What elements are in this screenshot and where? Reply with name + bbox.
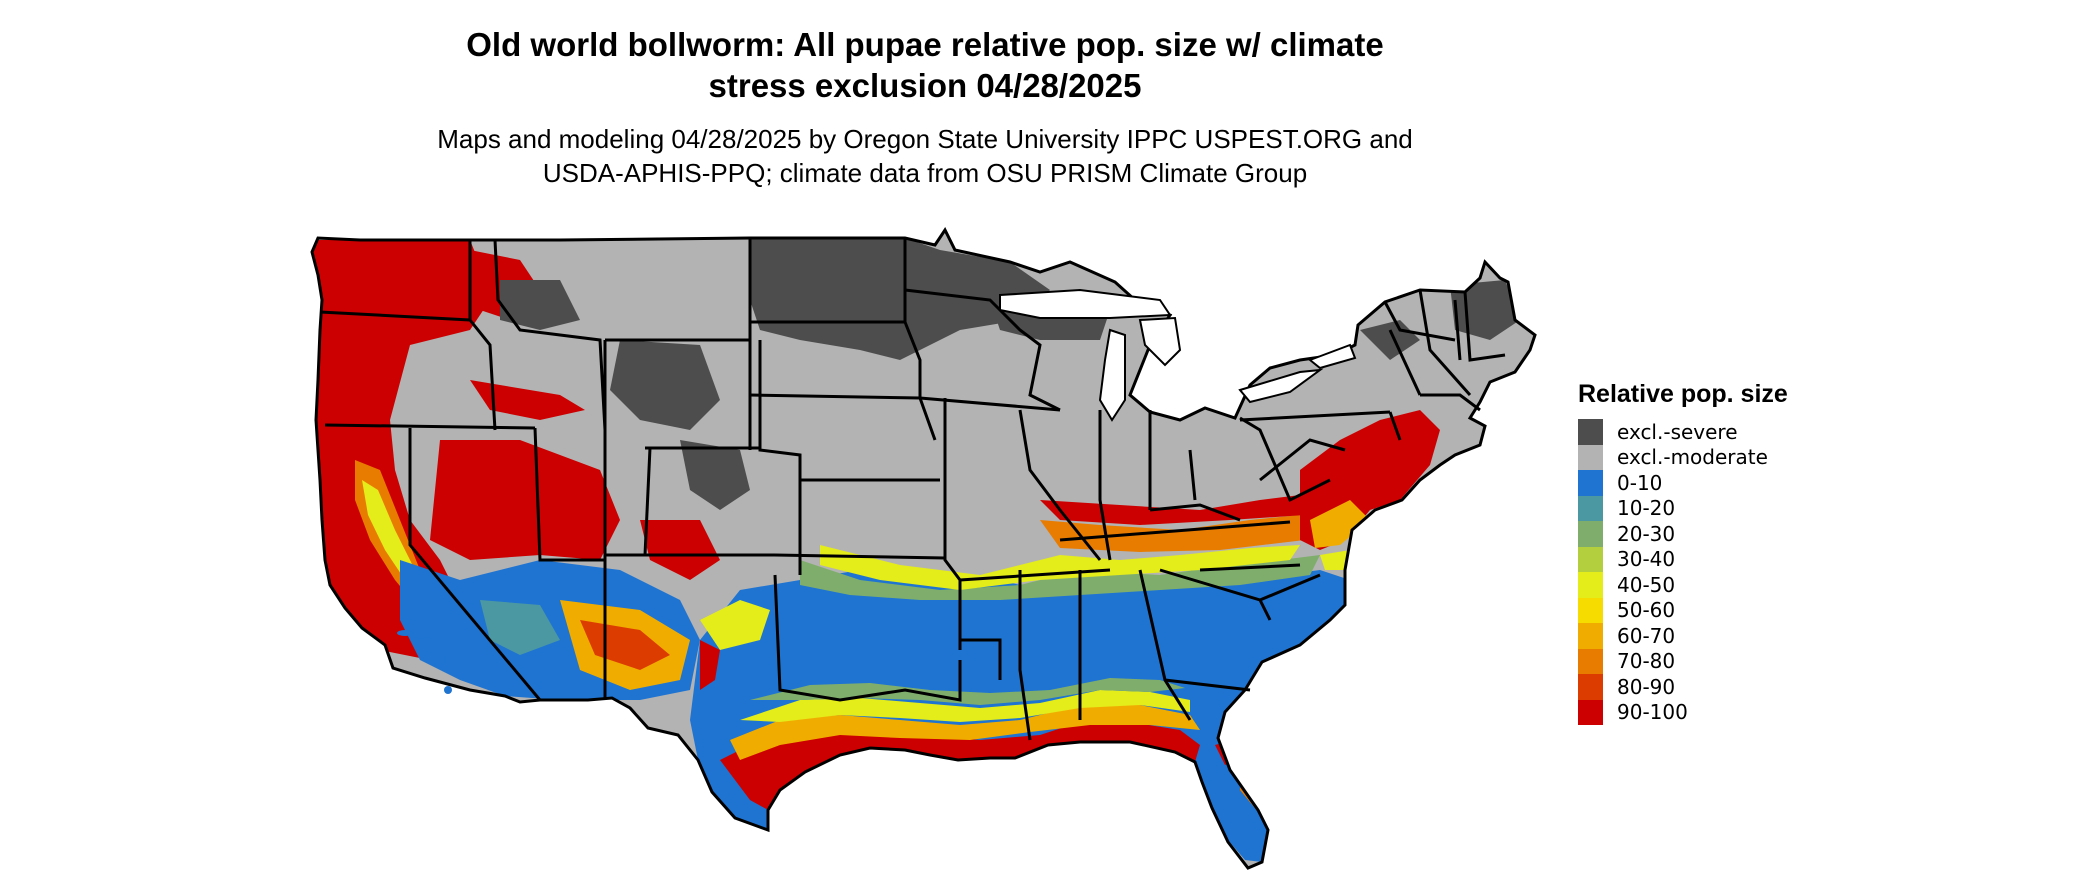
- legend-swatch: [1578, 623, 1603, 649]
- map-title: Old world bollworm: All pupae relative p…: [300, 24, 1550, 106]
- legend-label: excl.-severe: [1617, 419, 1738, 444]
- legend-label: 50-60: [1617, 598, 1676, 623]
- legend-swatch: [1578, 495, 1603, 521]
- map-title-line-1: Old world bollworm: All pupae relative p…: [466, 26, 1384, 63]
- legend-item: excl.-severe: [1578, 419, 1788, 445]
- legend-label: 90-100: [1617, 700, 1688, 725]
- legend-label: 0-10: [1617, 470, 1663, 495]
- legend-item: 60-70: [1578, 623, 1788, 649]
- legend-swatch: [1578, 521, 1603, 547]
- legend-label: 20-30: [1617, 521, 1676, 546]
- map-subtitle-line-2: USDA-APHIS-PPQ; climate data from OSU PR…: [542, 158, 1308, 188]
- legend-item: 20-30: [1578, 521, 1788, 547]
- legend-label: 70-80: [1617, 649, 1676, 674]
- legend-swatch: [1578, 419, 1603, 445]
- legend-swatch: [1578, 674, 1603, 700]
- state-boundaries: [310, 227, 1537, 870]
- legend: Relative pop. size excl.-severe excl.-mod…: [1578, 380, 1788, 725]
- legend-item: 10-20: [1578, 495, 1788, 521]
- legend-item: 70-80: [1578, 648, 1788, 674]
- legend-item: excl.-moderate: [1578, 444, 1788, 470]
- legend-swatch: [1578, 546, 1603, 572]
- legend-item: 90-100: [1578, 699, 1788, 725]
- legend-label: 60-70: [1617, 623, 1676, 648]
- channel-islands: [397, 630, 452, 694]
- map-title-line-2: stress exclusion 04/28/2025: [708, 67, 1142, 104]
- legend-item: 30-40: [1578, 546, 1788, 572]
- legend-title: Relative pop. size: [1578, 380, 1788, 408]
- legend-swatch: [1578, 597, 1603, 623]
- legend-item: 40-50: [1578, 572, 1788, 598]
- population-zones: [312, 238, 1520, 862]
- legend-items: excl.-severe excl.-moderate 0-10 10-20 20-30…: [1578, 419, 1788, 725]
- legend-label: 10-20: [1617, 496, 1676, 521]
- legend-swatch: [1578, 470, 1603, 496]
- legend-swatch: [1578, 572, 1603, 598]
- map-subtitle-line-1: Maps and modeling 04/28/2025 by Oregon S…: [437, 124, 1413, 154]
- legend-item: 50-60: [1578, 597, 1788, 623]
- map-subtitle: Maps and modeling 04/28/2025 by Oregon S…: [300, 122, 1550, 190]
- legend-item: 0-10: [1578, 470, 1788, 496]
- legend-swatch: [1578, 648, 1603, 674]
- legend-swatch: [1578, 444, 1603, 470]
- great-lakes: [999, 288, 1357, 422]
- legend-item: 80-90: [1578, 674, 1788, 700]
- legend-swatch: [1578, 699, 1603, 725]
- legend-label: 40-50: [1617, 572, 1676, 597]
- legend-label: excl.-moderate: [1617, 445, 1768, 470]
- legend-label: 80-90: [1617, 674, 1676, 699]
- legend-label: 30-40: [1617, 547, 1676, 572]
